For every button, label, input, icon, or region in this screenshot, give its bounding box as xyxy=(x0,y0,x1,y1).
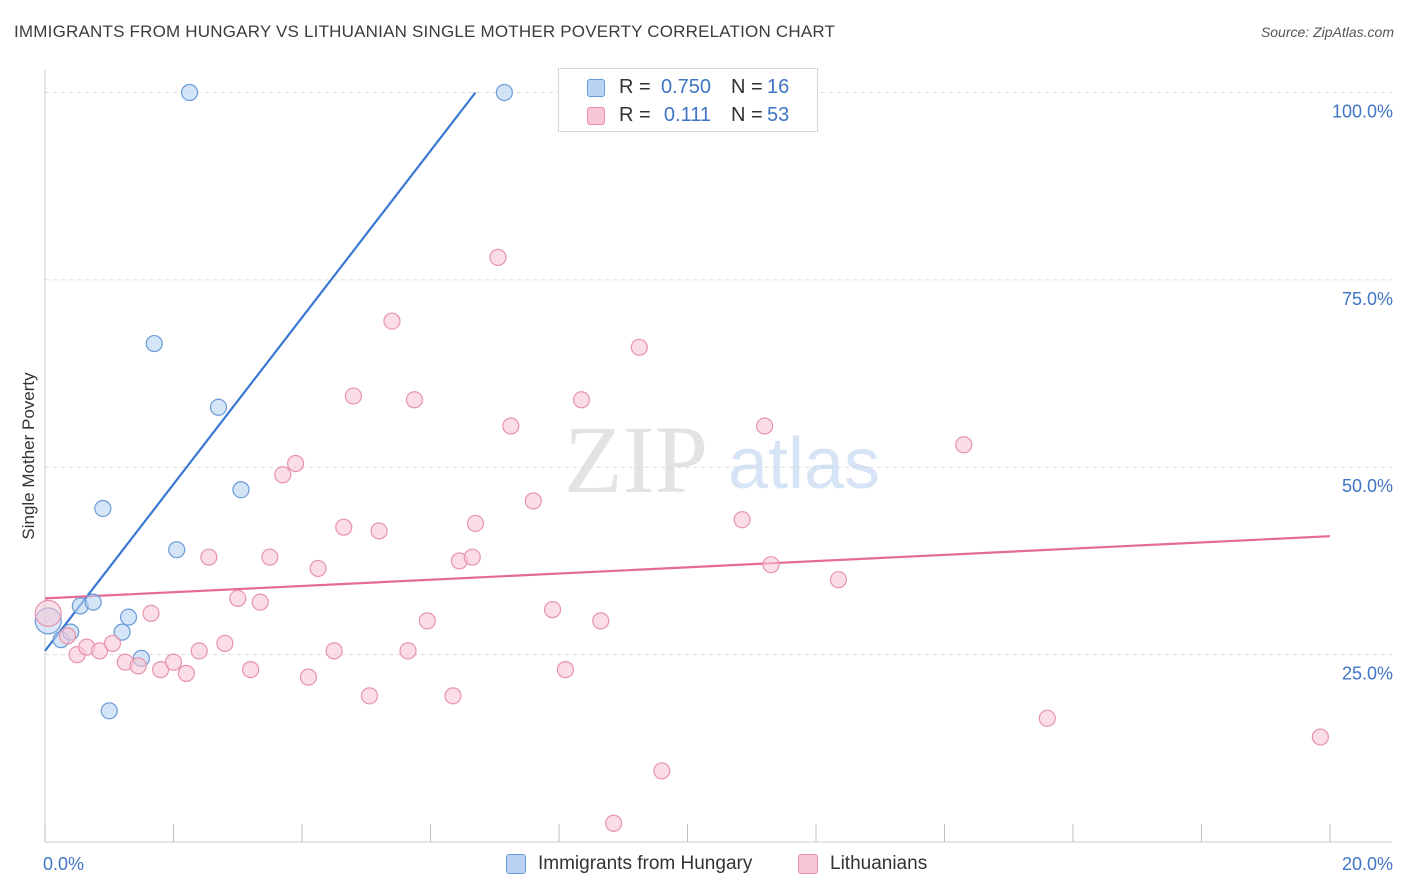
lithuanians-point xyxy=(733,511,751,529)
lithuanians-point xyxy=(200,548,218,566)
lithuanians-point xyxy=(762,556,780,574)
lithuanians-point xyxy=(91,642,109,660)
y-tick-label: 50.0% xyxy=(1342,476,1393,496)
legend-n-label: N = xyxy=(731,104,763,126)
lithuanians-point xyxy=(299,668,318,686)
lithuanians-point xyxy=(229,589,247,608)
y-tick-label: 25.0% xyxy=(1342,664,1393,684)
lithuanians-point xyxy=(630,338,648,356)
legend-r-value: 0.750 xyxy=(660,76,711,98)
lithuanians-point xyxy=(829,571,848,589)
lithuanians-point xyxy=(164,653,183,671)
y-axis-title: Single Mother Poverty xyxy=(19,372,38,540)
series-legend-lithuanians: Lithuanians xyxy=(798,852,958,876)
lithuanians-point xyxy=(216,634,234,652)
series-swatch-lithuanians xyxy=(798,854,818,874)
hungary-point xyxy=(168,541,186,559)
axes xyxy=(44,70,1392,843)
lithuanians-point xyxy=(399,642,417,660)
legend-r-value: 0.111 xyxy=(663,104,711,126)
lithuanians-point xyxy=(524,492,542,510)
chart-title: IMMIGRANTS FROM HUNGARY VS LITHUANIAN SI… xyxy=(14,22,836,41)
lithuanians-point xyxy=(444,687,462,705)
lithuanians-point xyxy=(383,312,401,330)
x-tick-label: 0.0% xyxy=(43,854,84,874)
lithuanians-point xyxy=(274,466,292,484)
hungary-point xyxy=(94,499,112,518)
lithuanians-point xyxy=(955,436,973,454)
lithuanians-point xyxy=(653,762,671,780)
legend-r-label: R = xyxy=(619,76,651,98)
lithuanians-point xyxy=(335,518,353,536)
tick-labels: 25.0% 50.0% 75.0% 100.0% 0.0% 20.0% xyxy=(43,101,1393,874)
legend-n-value: 53 xyxy=(767,104,790,126)
lithuanians-point xyxy=(360,687,379,705)
lithuanians-point xyxy=(286,454,305,473)
lithuanians-point xyxy=(605,814,623,832)
lithuanians-point xyxy=(58,627,77,645)
lithuanians-point xyxy=(418,612,436,630)
lithuanians-point xyxy=(34,599,62,627)
lithuanians-point xyxy=(572,391,591,409)
lithuanians-point xyxy=(489,248,507,266)
lithuanians-point xyxy=(1038,709,1056,727)
lithuanians-point xyxy=(502,417,520,435)
series-label-hungary: Immigrants from Hungary xyxy=(538,853,753,874)
legend-r-label: R = xyxy=(619,104,651,126)
lithuanians-point xyxy=(242,661,260,679)
watermark-atlas: atlas xyxy=(728,424,880,504)
hungary-point xyxy=(145,334,163,353)
legend-row-hungary: R = 0.750 N = 16 xyxy=(559,72,817,100)
y-tick-label: 75.0% xyxy=(1342,289,1393,309)
lithuanians-point xyxy=(325,642,343,660)
lithuanians-point xyxy=(592,612,610,630)
lithuanians-point xyxy=(755,417,774,435)
lithuanians-point xyxy=(152,661,170,679)
lithuanians-point xyxy=(261,548,279,566)
lithuanians-point xyxy=(190,642,208,660)
source-credit: Source: ZipAtlas.com xyxy=(1260,24,1394,40)
series-swatch-hungary xyxy=(506,854,526,874)
hungary-point xyxy=(209,398,228,416)
hungary-point xyxy=(84,593,102,611)
data-points xyxy=(34,83,1329,832)
hungary-point xyxy=(180,83,199,102)
lithuanians-point xyxy=(177,664,195,682)
legend-swatch-hungary xyxy=(587,79,605,97)
hungary-point xyxy=(232,481,250,499)
lithuanians-point xyxy=(405,391,424,409)
legend-n-label: N = xyxy=(731,76,763,98)
lithuanians-point xyxy=(1311,728,1329,746)
lithuanians-point xyxy=(344,387,362,405)
hungary-trend-line xyxy=(44,91,477,652)
lithuanians-point xyxy=(370,522,388,540)
correlation-legend: R = 0.750 N = 16 R = 0.111 N = 53 xyxy=(558,68,818,132)
watermark-zip: ZIP xyxy=(564,406,708,513)
lithuanians-point xyxy=(543,601,562,619)
lithuanians-point xyxy=(129,657,147,675)
y-tick-label: 100.0% xyxy=(1332,101,1393,121)
hungary-point xyxy=(100,702,118,720)
lithuanians-point xyxy=(309,559,327,578)
lithuanians-point xyxy=(466,514,485,533)
series-label-lithuanians: Lithuanians xyxy=(830,853,928,874)
legend-row-lithuanians: R = 0.111 N = 53 xyxy=(559,100,817,128)
legend-n-value: 16 xyxy=(767,76,790,98)
hungary-point xyxy=(113,623,131,641)
trend-lines xyxy=(44,91,1331,652)
legend-swatch-lithuanians xyxy=(587,107,605,125)
lithuanians-point xyxy=(463,548,481,566)
lithuanians-trend-line xyxy=(44,535,1331,600)
lithuanians-point xyxy=(251,593,269,611)
gridlines xyxy=(45,91,1392,656)
lithuanians-point xyxy=(556,661,575,679)
lithuanians-point xyxy=(142,604,160,622)
series-legend-hungary: Immigrants from Hungary xyxy=(506,852,786,876)
hungary-point xyxy=(119,608,138,626)
x-tick-label: 20.0% xyxy=(1342,854,1393,874)
lithuanians-point xyxy=(103,634,122,652)
hungary-point xyxy=(495,83,513,102)
